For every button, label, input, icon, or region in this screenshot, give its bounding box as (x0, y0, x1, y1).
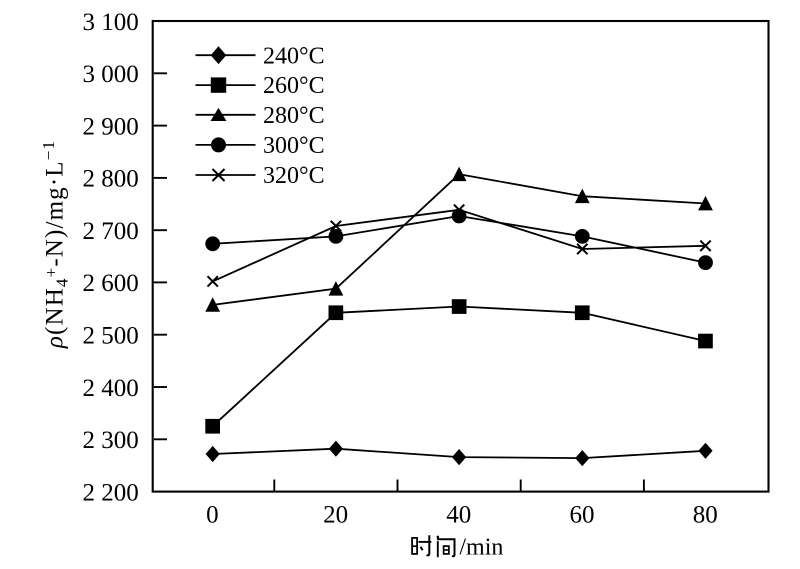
svg-text:2 700: 2 700 (83, 218, 139, 245)
svg-text:0: 0 (206, 502, 219, 529)
svg-text:80: 80 (693, 502, 718, 529)
svg-text:240°C: 240°C (263, 43, 325, 69)
svg-text:3 100: 3 100 (83, 9, 139, 36)
svg-text:280°C: 280°C (263, 103, 325, 129)
svg-text:ρ(NH4+-N)/mg·L−1: ρ(NH4+-N)/mg·L−1 (39, 140, 72, 349)
svg-text:260°C: 260°C (263, 73, 325, 99)
svg-text:40: 40 (446, 502, 471, 529)
svg-text:2 500: 2 500 (83, 323, 139, 350)
svg-text:2 200: 2 200 (83, 479, 139, 506)
svg-text:60: 60 (570, 502, 595, 529)
svg-text:300°C: 300°C (263, 133, 325, 159)
svg-text:2 300: 2 300 (83, 427, 139, 454)
svg-text:2 900: 2 900 (83, 113, 139, 140)
svg-text:3 000: 3 000 (83, 61, 139, 88)
svg-text:2 800: 2 800 (83, 166, 139, 193)
svg-text:320°C: 320°C (263, 163, 325, 189)
svg-text:2 600: 2 600 (83, 270, 139, 297)
svg-text:2 400: 2 400 (83, 375, 139, 402)
svg-text:20: 20 (323, 502, 348, 529)
svg-text:/min: /min (459, 534, 503, 560)
